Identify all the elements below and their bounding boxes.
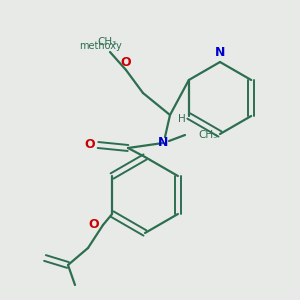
Text: O: O bbox=[121, 56, 131, 68]
Text: methoxy: methoxy bbox=[79, 41, 122, 51]
Text: N: N bbox=[158, 136, 168, 149]
Text: H: H bbox=[178, 114, 186, 124]
Text: O: O bbox=[85, 139, 95, 152]
Text: O: O bbox=[89, 218, 99, 232]
Text: N: N bbox=[215, 46, 225, 59]
Text: CH₃: CH₃ bbox=[198, 130, 217, 140]
Text: CH₃: CH₃ bbox=[98, 37, 117, 47]
